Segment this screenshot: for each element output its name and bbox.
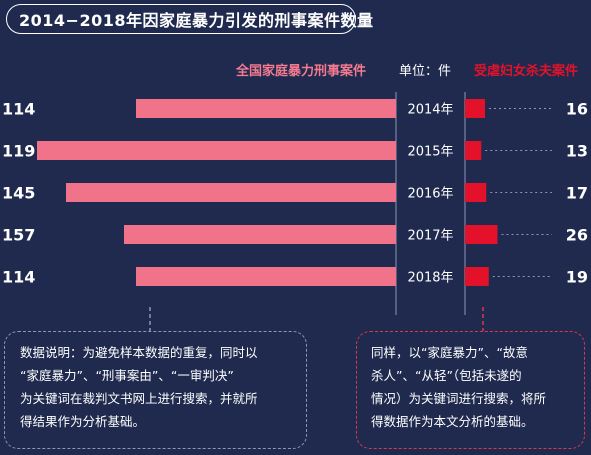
note-left: 数据说明：为避免样本数据的重复，同时以 “家庭暴力”、“刑事案由”、“一审判决”… bbox=[4, 331, 307, 449]
left-bar bbox=[136, 267, 396, 286]
left-value-label: 114 bbox=[2, 268, 35, 287]
right-value-label: 16 bbox=[566, 100, 588, 119]
right-value-label: 17 bbox=[566, 184, 588, 203]
right-bar bbox=[465, 141, 482, 160]
right-bar bbox=[465, 99, 485, 118]
note-left-line: 为关键词在裁判文书网上进行搜索，并就所 bbox=[20, 391, 258, 406]
left-bar bbox=[124, 225, 396, 244]
chart-title: 2014−2018年因家庭暴力引发的刑事案件数量 bbox=[6, 4, 373, 34]
left-value-label: 157 bbox=[2, 226, 35, 245]
left-series-label: 全国家庭暴力刑事案件 bbox=[236, 64, 367, 79]
left-value-label: 114 bbox=[2, 100, 35, 119]
left-value-label: 145 bbox=[2, 184, 35, 203]
year-label: 2016年 bbox=[407, 187, 453, 202]
left-bar bbox=[66, 183, 396, 202]
note-right-line: 同样，以“家庭暴力”、“故意 bbox=[371, 345, 528, 360]
note-left-line: 得结果作为分析基础。 bbox=[20, 414, 146, 429]
note-left-line: 数据说明：为避免样本数据的重复，同时以 bbox=[20, 345, 258, 360]
note-right-line: 得数据作为本文分析的基础。 bbox=[371, 414, 534, 429]
year-label: 2017年 bbox=[407, 229, 453, 244]
year-label: 2018年 bbox=[407, 271, 453, 286]
year-label: 2015年 bbox=[407, 145, 453, 160]
right-value-label: 19 bbox=[566, 268, 588, 287]
right-series-label: 受虐妇女杀夫案件 bbox=[474, 64, 579, 79]
note-right-line: 情况）为关键词进行搜索，将所 bbox=[371, 391, 547, 406]
right-bar bbox=[465, 225, 498, 244]
note-right: 同样，以“家庭暴力”、“故意 杀人”、“从轻”（包括未遂的 情况）为关键词进行搜… bbox=[356, 331, 585, 449]
year-label: 2014年 bbox=[407, 103, 453, 118]
left-bar bbox=[37, 141, 396, 160]
note-right-line: 杀人”、“从轻”（包括未遂的 bbox=[371, 368, 522, 383]
unit-label: 单位：件 bbox=[399, 64, 452, 79]
note-left-line: “家庭暴力”、“刑事案由”、“一审判决” bbox=[20, 368, 234, 383]
right-value-label: 13 bbox=[566, 142, 588, 161]
right-value-label: 26 bbox=[566, 226, 588, 245]
left-bar bbox=[136, 99, 396, 118]
right-bar bbox=[465, 267, 489, 286]
right-bar bbox=[465, 183, 487, 202]
left-value-label: 119 bbox=[2, 142, 35, 161]
